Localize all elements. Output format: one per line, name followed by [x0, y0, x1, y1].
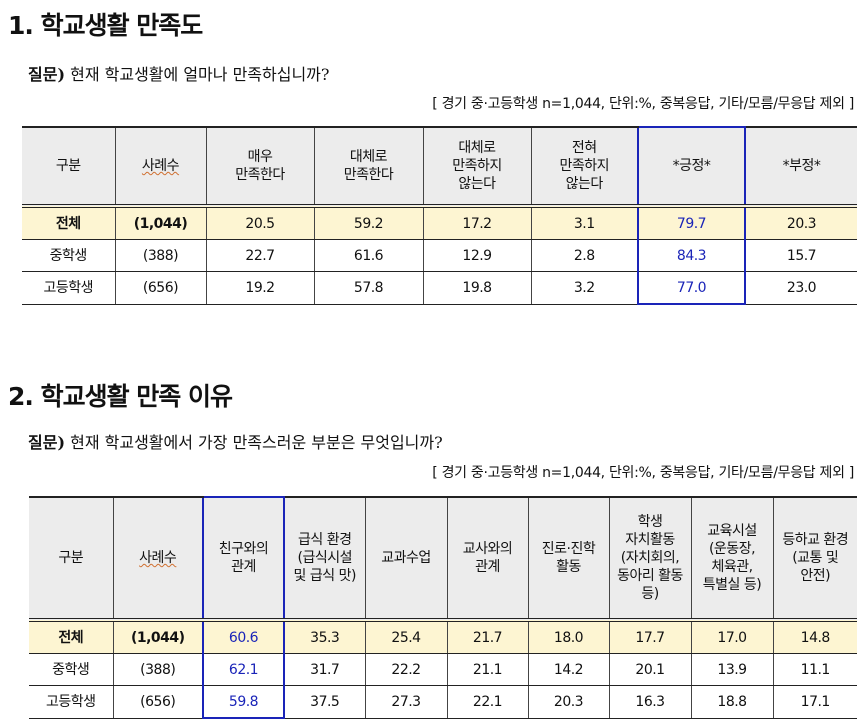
section2-question: 질문) 현재 학교생활에서 가장 만족스러운 부분은 무엇입니까?	[28, 429, 443, 453]
satisfaction-table: 구분 사례수 매우 만족한다 대체로 만족한다 대체로 만족하지 않는다 전혀 만족하지 …	[22, 126, 857, 305]
column-header: 구분	[29, 496, 113, 622]
table-cell: 19.8	[422, 271, 531, 305]
table-cell: 18.8	[690, 685, 773, 719]
column-header: 대체로 만족한다	[313, 126, 423, 208]
table-cell: 3.1	[530, 206, 638, 240]
table-cell: 57.8	[313, 271, 423, 305]
sample-size: (656)	[112, 685, 203, 719]
table-cell: 14.8	[772, 620, 857, 654]
table-cell: 14.2	[527, 653, 609, 686]
table-cell: 20.5	[205, 206, 314, 240]
table-cell: 22.7	[205, 239, 314, 272]
column-header: 학생 자치활동 (자치회의, 동아리 활동 등)	[608, 496, 691, 622]
table-cell: 21.7	[446, 620, 528, 654]
table-cell: 20.3	[527, 685, 609, 719]
column-header: 교사와의 관계	[446, 496, 528, 622]
sample-size: (388)	[112, 653, 203, 686]
table-cell: 17.0	[690, 620, 773, 654]
table-row: 고등학생 (656) 59.8 37.5 27.3 22.1 20.3 16.3 18.8 17.…	[29, 685, 857, 719]
row-label: 고등학생	[29, 685, 113, 719]
table-cell: 84.3	[637, 239, 746, 272]
table-cell: 15.7	[744, 239, 857, 272]
table-cell: 20.1	[608, 653, 691, 686]
table-cell: 61.6	[313, 239, 423, 272]
table-cell: 59.2	[313, 206, 423, 240]
column-header-text: 사례수	[139, 550, 177, 566]
section2-heading: 2. 학교생활 만족 이유	[8, 382, 233, 411]
table-row: 전체 (1,044) 60.6 35.3 25.4 21.7 18.0 17.7 17.0 14.…	[29, 620, 857, 654]
section1-note: [ 경기 중·고등학생 n=1,044, 단위:%, 중복응답, 기타/모름/무…	[432, 96, 854, 112]
table-cell: 22.1	[446, 685, 528, 719]
table-cell: 21.1	[446, 653, 528, 686]
table-cell: 17.1	[772, 685, 857, 719]
table-cell: 18.0	[527, 620, 609, 654]
table-cell: 19.2	[205, 271, 314, 305]
table-cell: 77.0	[637, 271, 746, 305]
table-row: 고등학생 (656) 19.2 57.8 19.8 3.2 77.0 23.0	[22, 271, 857, 305]
table-cell: 11.1	[772, 653, 857, 686]
column-header: 급식 환경 (급식시설 및 급식 맛)	[283, 496, 365, 622]
row-label: 전체	[29, 620, 113, 654]
table-cell: 16.3	[608, 685, 691, 719]
header-row: 구분 사례수 친구와의 관계 급식 환경 (급식시설 및 급식 맛) 교과수업 교사와의 …	[29, 496, 857, 622]
row-label: 고등학생	[22, 271, 115, 305]
row-label: 중학생	[22, 239, 115, 272]
row-label: 중학생	[29, 653, 113, 686]
column-header: 진로·진학 활동	[527, 496, 609, 622]
sample-size: (1,044)	[114, 206, 206, 240]
column-header: *부정*	[744, 126, 857, 208]
question-text: 현재 학교생활에 얼마나 만족하십니까?	[70, 65, 330, 84]
table-cell: 2.8	[530, 239, 638, 272]
table-cell: 27.3	[364, 685, 447, 719]
table-cell: 20.3	[744, 206, 857, 240]
section2-note: [ 경기 중·고등학생 n=1,044, 단위:%, 중복응답, 기타/모름/무…	[432, 465, 854, 481]
table-cell: 31.7	[283, 653, 365, 686]
question-label: 질문)	[28, 433, 66, 452]
table-cell: 79.7	[637, 206, 746, 240]
table-cell: 60.6	[202, 620, 285, 654]
table-cell: 37.5	[283, 685, 365, 719]
column-header: 교과수업	[364, 496, 447, 622]
column-header: 전혀 만족하지 않는다	[530, 126, 638, 208]
column-header: *긍정*	[637, 126, 746, 208]
column-header: 친구와의 관계	[202, 496, 285, 622]
satisfaction-reason-table: 구분 사례수 친구와의 관계 급식 환경 (급식시설 및 급식 맛) 교과수업 교사와의 …	[29, 496, 857, 719]
section1-question: 질문) 현재 학교생활에 얼마나 만족하십니까?	[28, 61, 329, 85]
table-cell: 62.1	[202, 653, 285, 686]
table-row: 전체 (1,044) 20.5 59.2 17.2 3.1 79.7 20.3	[22, 206, 857, 240]
column-header: 대체로 만족하지 않는다	[422, 126, 531, 208]
table-cell: 12.9	[422, 239, 531, 272]
table-cell: 17.7	[608, 620, 691, 654]
table-cell: 17.2	[422, 206, 531, 240]
table-row: 중학생 (388) 22.7 61.6 12.9 2.8 84.3 15.7	[22, 239, 857, 272]
table-cell: 25.4	[364, 620, 447, 654]
section1-heading: 1. 학교생활 만족도	[8, 11, 203, 40]
column-header: 등하교 환경 (교통 및 안전)	[772, 496, 857, 622]
column-header: 매우 만족한다	[205, 126, 314, 208]
sample-size: (388)	[114, 239, 206, 272]
column-header-text: 사례수	[141, 158, 180, 174]
column-header: 사례수	[114, 126, 206, 208]
column-header: 교육시설 (운동장, 체육관, 특별실 등)	[690, 496, 773, 622]
column-header: 사례수	[112, 496, 203, 622]
row-label: 전체	[22, 206, 115, 240]
table-row: 중학생 (388) 62.1 31.7 22.2 21.1 14.2 20.1 13.9 11.1	[29, 653, 857, 686]
column-header: 구분	[22, 126, 115, 208]
table-cell: 13.9	[690, 653, 773, 686]
table-cell: 3.2	[530, 271, 638, 305]
table-cell: 35.3	[283, 620, 365, 654]
header-row: 구분 사례수 매우 만족한다 대체로 만족한다 대체로 만족하지 않는다 전혀 만족하지 …	[22, 126, 857, 208]
sample-size: (1,044)	[112, 620, 203, 654]
table-cell: 59.8	[202, 685, 285, 719]
question-text: 현재 학교생활에서 가장 만족스러운 부분은 무엇입니까?	[70, 433, 443, 452]
table-cell: 23.0	[744, 271, 857, 305]
question-label: 질문)	[28, 65, 66, 84]
sample-size: (656)	[114, 271, 206, 305]
table-cell: 22.2	[364, 653, 447, 686]
